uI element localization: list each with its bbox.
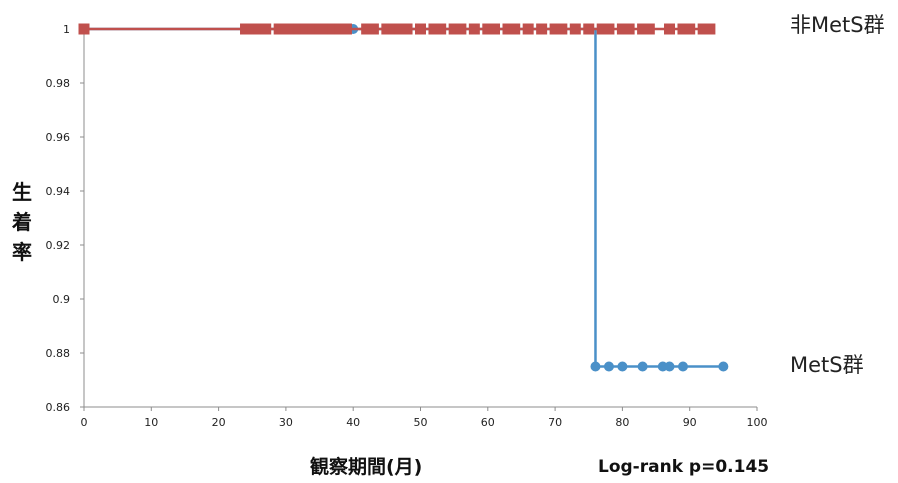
non-mets-censor-marker xyxy=(455,23,467,35)
non-mets-censor-marker xyxy=(327,23,339,35)
series-label-non-mets: 非MetS群 xyxy=(790,13,885,37)
mets-censor-marker xyxy=(677,361,688,372)
non-mets-censor-marker xyxy=(704,23,716,35)
non-mets-censor-marker xyxy=(388,23,400,35)
y-tick-label: 1 xyxy=(63,23,70,36)
non-mets-censor-marker xyxy=(697,23,709,35)
x-tick-label: 10 xyxy=(144,416,158,429)
non-mets-censor-marker xyxy=(381,23,393,35)
x-tick-label: 20 xyxy=(212,416,226,429)
non-mets-censor-marker xyxy=(556,23,568,35)
non-mets-censor-marker xyxy=(320,23,332,35)
non-mets-censor-marker xyxy=(300,23,312,35)
mets-censor-marker xyxy=(664,361,675,372)
log-rank-annotation: Log-rank p=0.145 xyxy=(598,457,770,477)
non-mets-censor-marker xyxy=(596,23,608,35)
non-mets-censor-marker xyxy=(293,23,305,35)
non-mets-censor-marker xyxy=(78,23,90,35)
chart-series xyxy=(78,23,729,372)
non-mets-censor-marker xyxy=(522,23,534,35)
non-mets-censor-marker xyxy=(637,23,649,35)
mets-censor-marker xyxy=(590,361,601,372)
non-mets-censor-marker xyxy=(307,23,319,35)
non-mets-censor-marker xyxy=(468,23,480,35)
y-tick-label: 0.86 xyxy=(46,401,71,414)
x-tick-label: 90 xyxy=(683,416,697,429)
non-mets-censor-marker xyxy=(340,23,352,35)
non-mets-censor-marker xyxy=(536,23,548,35)
non-mets-censor-marker xyxy=(448,23,460,35)
y-axis-label-char-2: 着 xyxy=(12,210,32,234)
x-axis-label: 観察期間(月) xyxy=(310,456,423,478)
non-mets-censor-marker xyxy=(677,23,689,35)
non-mets-censor-marker xyxy=(603,23,615,35)
non-mets-censor-marker xyxy=(260,23,272,35)
non-mets-censor-marker xyxy=(583,23,595,35)
non-mets-censor-marker xyxy=(509,23,521,35)
non-mets-censor-marker xyxy=(246,23,258,35)
non-mets-censor-marker xyxy=(334,23,346,35)
x-tick-label: 100 xyxy=(747,416,768,429)
mets-censor-marker xyxy=(603,361,614,372)
non-mets-censor-marker xyxy=(489,23,501,35)
non-mets-censor-marker xyxy=(643,23,655,35)
non-mets-censor-marker xyxy=(623,23,635,35)
non-mets-censor-marker xyxy=(394,23,406,35)
non-mets-censor-marker xyxy=(280,23,292,35)
non-mets-censor-marker xyxy=(684,23,696,35)
non-mets-censor-marker xyxy=(253,23,265,35)
x-tick-label: 60 xyxy=(481,416,495,429)
series-label-mets: MetS群 xyxy=(790,353,864,377)
y-axis-label-char-3: 率 xyxy=(12,240,32,264)
non-mets-censor-marker xyxy=(435,23,447,35)
x-tick-label: 50 xyxy=(414,416,428,429)
y-tick-label: 0.92 xyxy=(46,239,71,252)
non-mets-censor-marker xyxy=(273,23,285,35)
non-mets-censor-marker xyxy=(314,23,326,35)
non-mets-censor-marker xyxy=(482,23,494,35)
y-tick-label: 0.98 xyxy=(46,77,71,90)
x-tick-label: 30 xyxy=(279,416,293,429)
non-mets-censor-marker xyxy=(664,23,676,35)
x-tick-label: 70 xyxy=(548,416,562,429)
mets-survival-line xyxy=(84,27,724,368)
non-mets-censor-marker xyxy=(428,23,440,35)
y-tick-label: 0.9 xyxy=(53,293,71,306)
non-mets-censor-marker xyxy=(502,23,514,35)
non-mets-censor-marker xyxy=(569,23,581,35)
non-mets-censor-marker xyxy=(616,23,628,35)
y-axis-label-char-1: 生 xyxy=(12,180,32,204)
non-mets-censor-marker xyxy=(549,23,561,35)
x-tick-label: 40 xyxy=(346,416,360,429)
mets-censor-marker xyxy=(637,361,648,372)
non-mets-censor-marker xyxy=(361,23,373,35)
y-tick-label: 0.88 xyxy=(46,347,71,360)
mets-censor-marker xyxy=(617,361,628,372)
y-tick-label: 0.96 xyxy=(46,131,71,144)
non-mets-censor-marker xyxy=(240,23,252,35)
non-mets-censor-marker xyxy=(367,23,379,35)
mets-censor-marker xyxy=(718,361,729,372)
y-tick-label: 0.94 xyxy=(46,185,71,198)
x-tick-label: 80 xyxy=(615,416,629,429)
non-mets-censor-marker xyxy=(415,23,426,35)
x-tick-label: 0 xyxy=(81,416,88,429)
non-mets-censor-marker xyxy=(401,23,413,35)
non-mets-censor-marker xyxy=(287,23,299,35)
